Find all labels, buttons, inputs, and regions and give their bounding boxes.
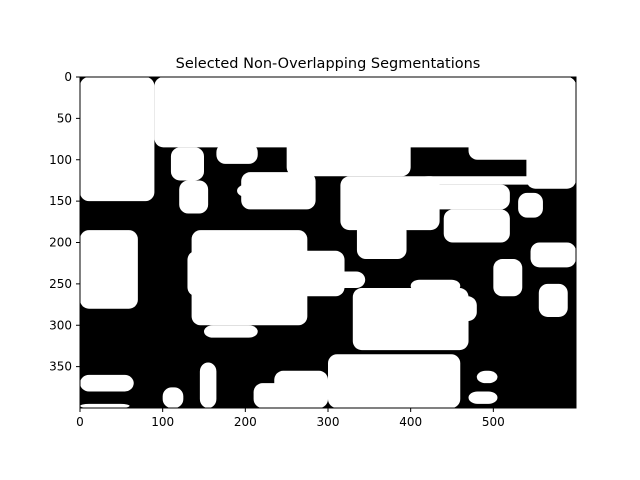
x-tick-label: 200 [234,415,257,429]
region-blob [307,271,366,289]
region-blob [162,387,184,408]
region-blob [468,391,498,404]
region-w5 [216,143,258,164]
region-blob [199,362,217,408]
x-tick-label: 500 [482,415,505,429]
region-blob [216,143,258,164]
region-blob [162,97,283,115]
region-blob [410,279,461,293]
region-w7 [179,180,209,214]
y-axis: 0 50 100 150 200 250 300 350 [49,70,80,374]
region-blob [80,374,134,392]
region-blob [170,147,204,181]
region-blob [286,77,411,177]
region-w1 [80,77,155,408]
region-w6 [237,172,316,210]
x-tick-label: 100 [151,415,174,429]
x-axis: 0 100 200 300 400 500 [76,408,505,429]
region-blob [80,77,155,202]
region-blob [530,242,576,268]
region-blob [443,209,510,243]
region-blob [518,192,543,218]
region-w4 [162,97,283,181]
y-tick-label: 50 [57,111,72,125]
region-w3 [460,77,576,189]
y-tick-label: 100 [49,153,72,167]
region-blob [170,77,271,102]
region-blob [241,172,316,210]
region-blob [394,184,510,210]
region-blob [187,250,345,297]
y-tick-label: 0 [64,70,72,84]
y-tick-label: 200 [49,236,72,250]
y-tick-label: 350 [49,360,72,374]
region-blob [237,184,275,197]
region-blob [253,383,287,408]
plot-area [79,76,577,409]
region-blob [365,296,477,322]
x-tick-label: 300 [317,415,340,429]
region-blob [179,180,209,214]
y-tick-label: 250 [49,277,72,291]
region-w14 [493,259,523,297]
segmentation-regions [80,77,576,408]
region-w16 [468,370,498,404]
y-tick-label: 150 [49,194,72,208]
region-w17 [162,362,217,408]
region-blob [493,259,523,297]
region-blob [356,221,407,260]
x-tick-label: 0 [76,415,84,429]
region-blob [418,176,543,185]
region-blob [80,230,138,309]
region-w12 [253,354,461,408]
region-w10 [394,176,543,243]
region-w8 [187,230,345,338]
x-tick-label: 400 [399,415,422,429]
region-blob [80,403,130,408]
region-w11 [352,279,477,351]
region-blob [204,325,258,338]
chart-title: Selected Non-Overlapping Segmentations [176,56,481,72]
region-blob [476,370,498,384]
region-blob [538,283,568,317]
region-blob [328,354,461,408]
region-blob [274,370,328,408]
region-blob [526,77,576,189]
y-tick-label: 300 [49,318,72,332]
region-w15 [530,242,576,317]
region-w2 [154,77,576,177]
region-w13 [307,271,366,289]
